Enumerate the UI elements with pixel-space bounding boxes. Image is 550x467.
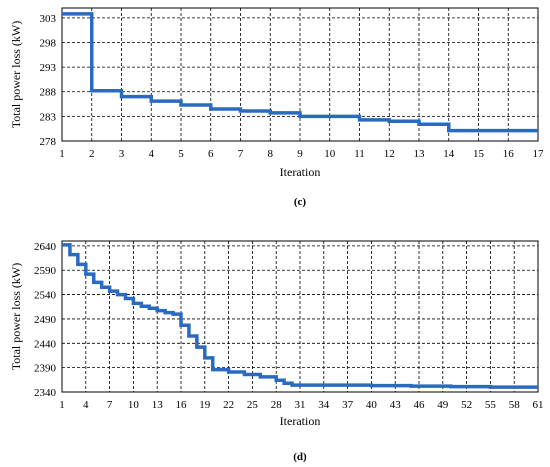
chart-c-x-tick-label: 13 [414, 148, 426, 160]
chart-c-y-axis-label: Total power loss (kW) [9, 21, 23, 128]
chart-d-x-tick-label: 22 [223, 399, 234, 411]
chart-d-x-tick-label: 13 [152, 399, 164, 411]
chart-c-y-tick-label: 283 [40, 111, 57, 123]
chart-d-panel-label: (d) [293, 451, 307, 463]
chart-c-x-tick-label: 3 [119, 148, 125, 160]
chart-c-y-tick-label: 303 [40, 13, 57, 25]
chart-c-y-tick-label: 278 [40, 136, 57, 148]
chart-c-x-tick-label: 11 [354, 148, 365, 160]
chart-d-y-axis-label: Total power loss (kW) [9, 263, 23, 370]
chart-d-y-ticks: 2340 2390 2440 2490 2540 2590 2640 [34, 241, 57, 399]
chart-c-y-tick-label: 293 [40, 62, 57, 74]
chart-d-x-tick-label: 1 [59, 399, 65, 411]
chart-d-x-tick-label: 55 [485, 399, 497, 411]
chart-c-x-ticks: 1 2 3 4 5 6 7 8 9 10 11 12 13 14 15 16 17 [59, 148, 544, 160]
chart-c-panel-label: (c) [294, 196, 307, 208]
chart-c-x-tick-label: 7 [238, 148, 244, 160]
chart-c-y-tick-label: 288 [40, 87, 57, 99]
chart-d-x-tick-label: 58 [509, 399, 521, 411]
chart-c-y-ticks: 278 283 288 293 298 303 [40, 13, 57, 148]
chart-d-x-tick-label: 31 [295, 399, 306, 411]
chart-c-series-line [62, 12, 538, 133]
chart-d-y-tick-label: 2590 [34, 265, 57, 277]
chart-c-x-tick-label: 4 [149, 148, 155, 160]
chart-d-x-tick-label: 4 [83, 399, 89, 411]
chart-d-series-line [62, 243, 538, 389]
chart-c-x-tick-label: 1 [59, 148, 65, 160]
chart-d-x-tick-label: 16 [176, 399, 188, 411]
chart-d-x-tick-label: 61 [533, 399, 544, 411]
chart-d-x-tick-label: 7 [107, 399, 113, 411]
chart-c-x-tick-label: 14 [443, 148, 455, 160]
chart-c-x-tick-label: 10 [324, 148, 336, 160]
chart-d-x-ticks: 1 4 7 10 13 16 19 22 25 28 31 34 37 40 43 46 49 52 55 58 61 [59, 399, 543, 411]
chart-c-x-axis-label: Iteration [280, 165, 321, 179]
chart-c-x-tick-label: 17 [533, 148, 545, 160]
chart-d-plot-frame [61, 240, 539, 393]
chart-d-x-tick-label: 37 [342, 399, 354, 411]
chart-d-y-tick-label: 2390 [34, 363, 57, 375]
chart-c-x-tick-label: 8 [268, 148, 274, 160]
chart-c-x-tick-label: 6 [208, 148, 214, 160]
chart-d-x-tick-label: 10 [128, 399, 140, 411]
chart-d-x-tick-label: 46 [414, 399, 426, 411]
chart-d-x-tick-label: 25 [247, 399, 259, 411]
chart-d-x-tick-label: 34 [318, 399, 330, 411]
chart-d-x-tick-label: 43 [390, 399, 402, 411]
chart-d-x-tick-label: 19 [199, 399, 211, 411]
chart-c-x-tick-label: 9 [297, 148, 303, 160]
chart-d: 1 4 7 10 13 16 19 22 25 28 31 34 37 40 43 46 49 52 55 58 61 … [9, 240, 544, 463]
chart-d-y-tick-label: 2490 [34, 314, 57, 326]
chart-d-y-tick-label: 2440 [34, 338, 57, 350]
chart-d-y-tick-label: 2340 [34, 387, 57, 399]
chart-d-grid [62, 241, 538, 392]
chart-d-x-tick-label: 28 [271, 399, 283, 411]
chart-c-x-tick-label: 2 [89, 148, 95, 160]
chart-c-x-tick-label: 5 [178, 148, 184, 160]
chart-d-x-tick-label: 40 [366, 399, 378, 411]
chart-c: 1 2 3 4 5 6 7 8 9 10 11 12 13 14 15 16 17 27828328829329… [9, 7, 544, 208]
chart-c-x-tick-label: 15 [473, 148, 485, 160]
chart-d-x-axis-label: Iteration [280, 414, 321, 428]
chart-c-plot-frame [61, 7, 539, 142]
chart-c-x-tick-label: 16 [503, 148, 515, 160]
chart-d-x-tick-label: 49 [437, 399, 449, 411]
chart-d-x-tick-label: 52 [461, 399, 472, 411]
chart-c-x-tick-label: 12 [384, 148, 395, 160]
chart-c-grid [62, 8, 538, 141]
chart-d-y-tick-label: 2540 [34, 290, 57, 302]
chart-d-y-tick-label: 2640 [34, 241, 57, 253]
chart-c-y-tick-label: 298 [40, 37, 57, 49]
